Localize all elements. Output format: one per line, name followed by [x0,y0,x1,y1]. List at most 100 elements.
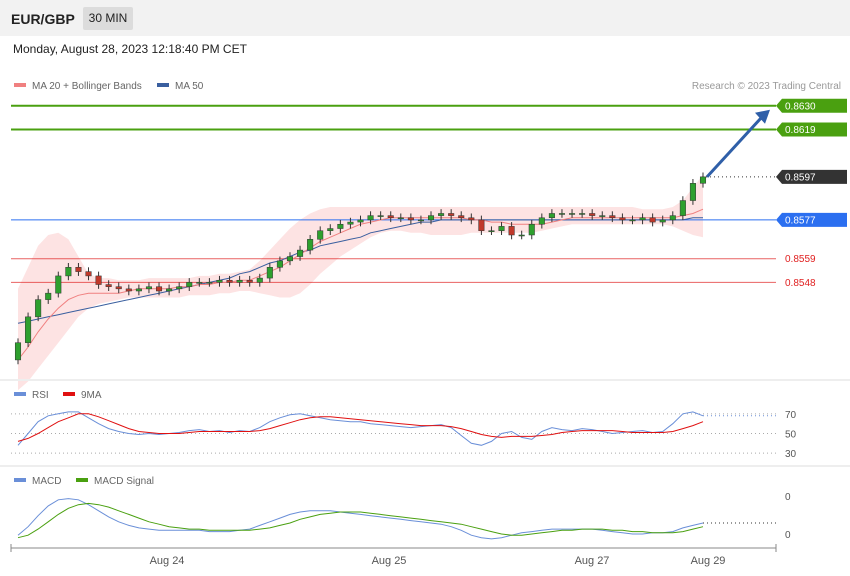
legend-rsi-ma: 9MA [63,390,102,401]
candle-up [347,221,354,225]
price-tag-label: 0.8630 [785,101,816,112]
candle-up [196,282,203,284]
forecast-arrow-shaft [705,113,766,178]
candle-up [307,239,314,251]
legend-macd-signal-label: MACD Signal [94,476,155,487]
ma20-swatch [14,83,26,88]
candle-down [468,217,475,221]
panel-divider-macd [0,465,850,467]
candle-up [639,217,646,221]
candle-down [589,213,596,216]
rsi-ma-swatch [63,392,75,397]
candle-up [699,176,707,184]
candle-up [327,228,334,231]
candle-down [619,217,626,221]
rsi-swatch [14,392,26,397]
candle-down [246,279,253,283]
candle-up [286,256,294,262]
candle-up [498,226,505,231]
macd-signal-line [17,502,704,539]
macd-line [17,498,704,540]
rsi-level-label: 30 [785,449,797,460]
legend-ma20: MA 20 + Bollinger Bands [14,81,142,92]
price-tag-bg [776,169,847,184]
candle-up [236,279,243,283]
legend-ma50-label: MA 50 [175,81,204,92]
candle-up [35,299,42,318]
candle-up [276,260,283,268]
candle-up [297,249,304,257]
macd-level-label: 0 [785,530,791,541]
legend-rsi-label: RSI [32,390,49,401]
macd-level-label: 0 [785,492,791,503]
candle-up [337,223,344,229]
price-tag-bg [776,212,847,227]
candle-up [417,219,424,222]
ma50-swatch [157,83,169,88]
candle-up [45,292,52,300]
legend-ma50: MA 50 [157,81,203,92]
candle-up [25,316,32,343]
macd-swatch [14,478,26,483]
candle-up [186,282,193,287]
x-axis-label: Aug 25 [372,555,407,567]
candle-up [65,267,72,277]
candle-down [448,213,455,216]
candle-down [407,217,414,221]
candle-up [528,223,535,236]
candle-up [367,215,374,221]
candle-down [156,286,163,292]
candle-down [125,288,132,292]
candle-up [176,286,183,290]
candle-up [679,200,686,216]
x-axis-label: Aug 24 [150,555,185,567]
candle-up [659,219,666,223]
candle-up [538,217,545,225]
candle-down [609,215,616,219]
rsi-ma-line [17,413,704,442]
legend-rsi-ma-label: 9MA [81,390,102,401]
candle-up [216,279,223,283]
candle-down [85,271,92,277]
candle-down [226,279,233,283]
candle-up [256,277,263,283]
price-tag-label: 0.8548 [785,278,816,289]
candle-up [145,286,152,290]
candle-up [669,215,676,221]
candle-up [569,213,576,215]
price-tag-bg [776,122,847,137]
candle-up [357,219,364,223]
candle-up [599,215,606,217]
macd-signal-swatch [76,478,88,483]
candle-down [115,286,122,290]
price-tag-bg [776,98,847,113]
candle-down [458,215,465,219]
candle-up [135,288,142,292]
candle-down [95,275,102,285]
rsi-line [17,411,704,446]
candle-up [206,282,213,284]
candle-up [55,275,62,294]
legend-macd-label: MACD [32,476,62,487]
timeframe-button[interactable]: 30 MIN [83,7,133,30]
rsi-level-label: 50 [785,430,797,441]
price-tag-label: 0.8619 [785,125,816,136]
candle-down [387,215,394,219]
research-credit: Research © 2023 Trading Central [691,81,841,92]
candle-up [427,215,435,221]
candle-up [689,183,696,201]
price-tag-label: 0.8597 [785,172,816,183]
candle-up [377,215,384,217]
legend-rsi: RSI [14,390,49,401]
candle-up [14,342,22,361]
legend-ma20-label: MA 20 + Bollinger Bands [32,81,142,92]
candle-up [397,217,404,220]
legend-macd: MACD [14,476,61,487]
legend-macd-signal: MACD Signal [76,476,154,487]
candle-down [649,217,656,223]
candle-up [629,219,636,222]
candle-up [488,230,495,232]
candle-up [558,213,565,215]
candle-down [105,284,112,287]
